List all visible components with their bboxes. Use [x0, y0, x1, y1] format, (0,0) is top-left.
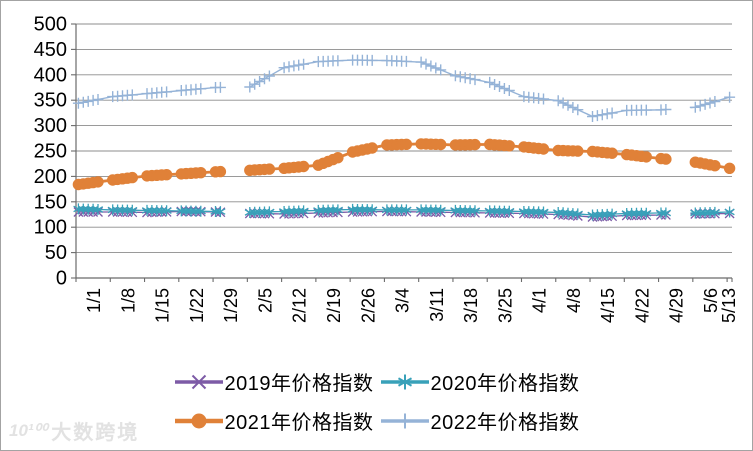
- watermark: 10¹⁰⁰ 大数跨境: [9, 416, 139, 445]
- series-markers: [72, 138, 736, 191]
- x-tick-label: 1/8: [118, 288, 138, 313]
- legend-label-2022: 2022年价格指数: [430, 412, 580, 434]
- x-tick-label: 2/26: [358, 288, 378, 323]
- series-2020年价格指数: [73, 203, 735, 221]
- legend-swatch-2021-circle-marker-icon: [174, 413, 223, 428]
- x-tick-label: 5/6: [701, 288, 721, 313]
- x-tick-label: 4/22: [632, 288, 652, 323]
- x-tick-label: 3/11: [427, 288, 447, 322]
- x-tick-label: 4/29: [667, 288, 687, 323]
- y-tick-label: 500: [34, 14, 67, 36]
- y-tick-label: 300: [34, 115, 67, 137]
- x-tick-label: 4/15: [598, 288, 618, 323]
- series-2022年价格指数: [72, 54, 736, 122]
- y-tick-label: 250: [34, 141, 67, 163]
- x-tick-label: 4/1: [530, 288, 550, 313]
- series-markers: [73, 203, 735, 221]
- x-tick-label: 3/4: [393, 288, 413, 313]
- legend-item-2019: 2019年价格指数: [174, 367, 374, 396]
- x-tick-label: 2/5: [255, 288, 275, 313]
- y-tick-label: 200: [34, 166, 67, 188]
- chart-legend: 2019年价格指数 2020年价格指数 2021年价格指数 2022年价格指数: [1, 367, 752, 435]
- legend-item-2020: 2020年价格指数: [380, 367, 580, 396]
- legend-item-2021: 2021年价格指数: [174, 406, 374, 435]
- series-markers: [72, 54, 736, 122]
- y-tick-label: 350: [34, 90, 67, 112]
- watermark-text: 大数跨境: [51, 422, 140, 444]
- x-tick-label: 1/22: [187, 288, 207, 323]
- legend-item-2022: 2022年价格指数: [380, 406, 580, 435]
- x-tick-label: 1/1: [84, 288, 104, 313]
- x-tick-label: 1/29: [221, 288, 241, 323]
- price-index-line-chart: 0 50 100 150 200 250 300 350 400 450 500 1/1 1/8 1/15…: [34, 14, 739, 324]
- y-tick-label: 0: [56, 268, 67, 290]
- legend-row-1: 2019年价格指数 2020年价格指数: [174, 367, 580, 396]
- x-tick-label: 3/18: [461, 288, 481, 323]
- y-tick-label: 450: [34, 39, 67, 61]
- x-tick-label: 1/15: [153, 288, 173, 323]
- y-tick-label: 50: [45, 242, 67, 264]
- legend-label-2019: 2019年价格指数: [224, 373, 374, 395]
- legend-label-2021: 2021年价格指数: [224, 412, 374, 434]
- watermark-logo-icon: 10¹⁰⁰: [9, 420, 48, 440]
- x-tick-label: 4/8: [564, 288, 584, 313]
- x-tick-label: 2/12: [290, 288, 310, 323]
- series-2021年价格指数: [72, 138, 736, 191]
- legend-swatch-2020-asterisk-marker-icon: [380, 374, 429, 389]
- x-tick-label: 2/19: [324, 288, 344, 323]
- x-tick-labels: 1/1 1/8 1/15 1/22 1/29 2/5 2/12 2/19 2/26 3/4 3/11…: [75, 278, 739, 323]
- x-tick-label: 3/25: [495, 288, 515, 323]
- legend-swatch-2019-x-marker-icon: [174, 374, 223, 389]
- legend-swatch-2022-plus-marker-icon: [380, 413, 429, 428]
- y-tick-label: 150: [34, 191, 67, 213]
- legend-row-2: 2021年价格指数 2022年价格指数: [174, 406, 580, 435]
- y-tick-labels: 0 50 100 150 200 250 300 350 400 450 500: [34, 14, 76, 290]
- y-tick-label: 100: [34, 217, 67, 239]
- x-tick-label: 5/13: [719, 288, 739, 323]
- legend-label-2020: 2020年价格指数: [430, 373, 580, 395]
- y-tick-label: 400: [34, 64, 67, 86]
